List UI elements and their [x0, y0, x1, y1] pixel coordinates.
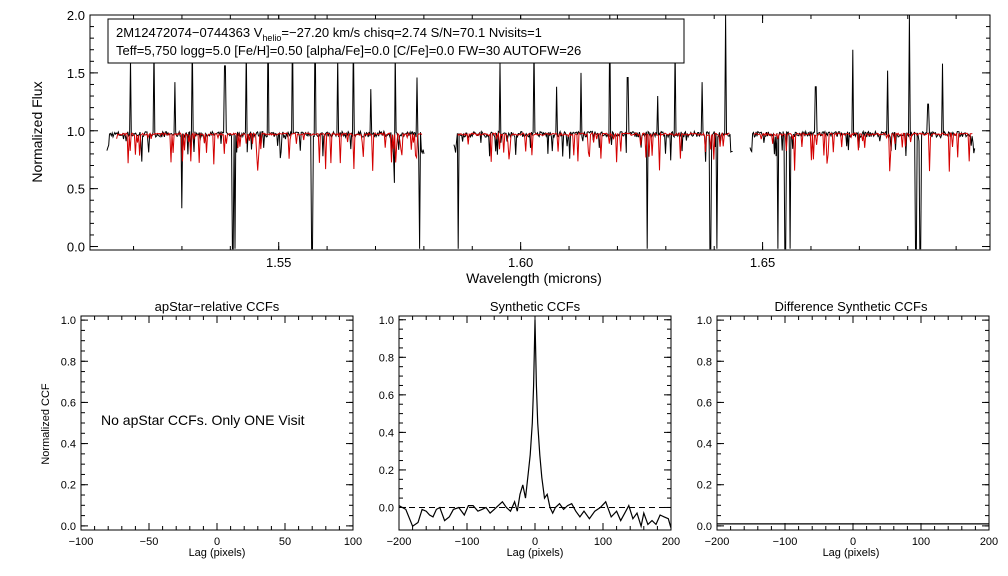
spectrum-y-axis-label: Normalized Flux [29, 81, 45, 182]
y-tick-label: 1.5 [67, 66, 85, 81]
observed-spectrum-chip-1 [106, 14, 425, 250]
info-stats: =−27.20 km/s chisq=2.74 S/N=70.1 Nvisits… [281, 25, 542, 40]
x-tick-label: 100 [344, 536, 362, 548]
spectrum-series-group [106, 14, 976, 250]
x-tick-label: 200 [980, 536, 998, 548]
spectrum-panel: 1.55 1.60 1.65 0.0 0.5 1.0 1.5 2.0 Wavelength (… [29, 8, 991, 286]
info-box-line1: 2M12472074−0744363 Vhelio=−27.20 km/s ch… [116, 25, 542, 43]
y-tick-label: 0.2 [61, 480, 76, 492]
synthetic-ccf-ticks: −200 −100 0 100 200 0.0 0.2 0.4 0.6 0.8 1.0 [379, 315, 680, 548]
y-tick-label: 0.6 [379, 390, 394, 402]
y-tick-label: 0.5 [67, 182, 85, 197]
x-tick-label: 1.55 [266, 255, 291, 270]
y-tick-label: 0.0 [67, 240, 85, 255]
x-tick-label: −100 [69, 536, 94, 548]
difference-ccf-panel: Difference Synthetic CCFs −200 −100 0 100 20… [697, 299, 998, 559]
synthetic-ccf-title: Synthetic CCFs [490, 299, 581, 314]
synthetic-ccf-series-group [398, 319, 672, 529]
y-tick-label: 0.4 [61, 439, 76, 451]
info-vhelio-sub: helio [262, 33, 281, 43]
x-tick-label: −100 [773, 536, 798, 548]
y-tick-label: 0.4 [379, 427, 394, 439]
synthetic-ccf-frame [398, 315, 672, 531]
x-tick-label: 0 [850, 536, 856, 548]
synthetic-ccf-x-axis-label: Lag (pixels) [507, 547, 564, 559]
x-tick-label: −200 [387, 536, 412, 548]
x-tick-label: 50 [279, 536, 291, 548]
info-star-id: 2M12472074−0744363 V [116, 25, 263, 40]
x-tick-label: 200 [662, 536, 680, 548]
no-ccf-message: No apStar CCFs. Only ONE Visit [101, 412, 305, 428]
x-tick-label: 100 [912, 536, 930, 548]
apstar-ccf-x-axis-label: Lag (pixels) [189, 547, 246, 559]
difference-ccf-x-axis-label: Lag (pixels) [823, 547, 880, 559]
spectrum-x-axis-label: Wavelength (microns) [466, 270, 602, 286]
observed-spectrum-chip-3 [749, 14, 976, 250]
y-tick-label: 0.2 [697, 480, 712, 492]
x-tick-label: 1.65 [750, 255, 775, 270]
y-tick-label: 1.0 [61, 315, 76, 327]
y-tick-label: 0.0 [697, 521, 712, 533]
model-spectrum-chip-1 [116, 131, 423, 171]
info-box: 2M12472074−0744363 Vhelio=−27.20 km/s ch… [107, 18, 685, 64]
synthetic-ccf-panel: Synthetic CCFs −200 −100 0 100 200 0.0 0.2 0.4 0… [379, 299, 680, 559]
info-box-frame [107, 18, 685, 64]
x-tick-label: −100 [455, 536, 480, 548]
y-tick-label: 0.6 [61, 397, 76, 409]
y-tick-label: 0.6 [697, 397, 712, 409]
x-tick-label: 100 [594, 536, 612, 548]
difference-ccf-frame [716, 315, 990, 531]
difference-ccf-ticks: −200 −100 0 100 200 0.0 0.2 0.4 0.6 0.8 1.0 [697, 315, 998, 548]
model-spectrum-chip-3 [753, 131, 973, 172]
y-tick-label: 0.0 [379, 502, 394, 514]
y-tick-label: 2.0 [67, 8, 85, 23]
x-tick-label: 1.60 [508, 255, 533, 270]
spectrum-plot-frame [89, 14, 991, 251]
y-tick-label: 1.0 [67, 124, 85, 139]
synthetic-ccf-line [398, 319, 672, 529]
x-tick-label: −200 [705, 536, 730, 548]
difference-ccf-title: Difference Synthetic CCFs [775, 299, 928, 314]
model-spectrum-chip-2 [457, 131, 730, 171]
y-tick-label: 0.4 [697, 439, 712, 451]
y-tick-label: 0.0 [61, 521, 76, 533]
x-tick-label: −50 [140, 536, 159, 548]
apstar-ccf-title: apStar−relative CCFs [155, 299, 280, 314]
y-tick-label: 0.8 [379, 352, 394, 364]
apstar-ccf-panel: apStar−relative CCFs −100 −50 0 50 100 0.0 0.2… [40, 299, 362, 559]
y-tick-label: 0.8 [697, 356, 712, 368]
y-tick-label: 0.8 [61, 356, 76, 368]
y-tick-label: 1.0 [697, 315, 712, 327]
x-tick-label: 0 [532, 536, 538, 548]
info-box-line2: Teff=5,750 logg=5.0 [Fe/H]=0.50 [alpha/F… [116, 43, 581, 58]
apstar-ccf-ticks: −100 −50 0 50 100 0.0 0.2 0.4 0.6 0.8 1.0 [61, 315, 362, 548]
y-tick-label: 0.2 [379, 465, 394, 477]
apstar-ccf-y-axis-label: Normalized CCF [40, 383, 52, 465]
y-tick-label: 1.0 [379, 315, 394, 327]
x-tick-label: 0 [214, 536, 220, 548]
